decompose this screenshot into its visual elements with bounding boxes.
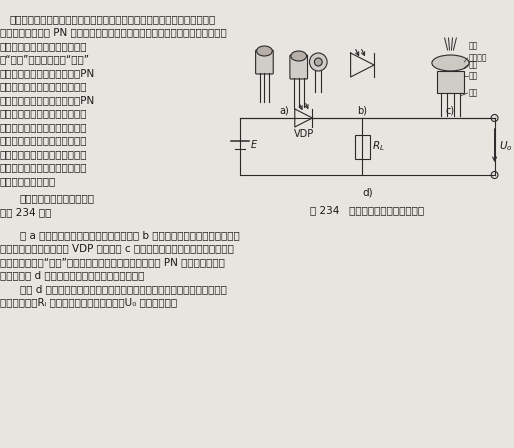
Text: 二极管管壳上有一个能射入光线: 二极管管壳上有一个能射入光线 — [0, 41, 87, 51]
Text: 机玻璃透镜（即“窗口”）聚焦，照射到管心上，引起管心 PN 结的阻値变化，: 机玻璃透镜（即“窗口”）聚焦，照射到管心上，引起管心 PN 结的阻値变化， — [0, 257, 225, 267]
Text: 压。在这里，Rₗ 为光敏二极管的负载电阀，U₀ 为输出电压。: 压。在这里，Rₗ 为光敏二极管的负载电阀，U₀ 为输出电压。 — [0, 297, 177, 307]
Text: $U_o$: $U_o$ — [500, 140, 513, 153]
Text: a): a) — [279, 105, 289, 115]
Text: VDP: VDP — [293, 129, 314, 139]
Text: b): b) — [357, 105, 368, 115]
Text: 其文字符号（即代号）用 VDP 表示；图 c 为光敏二极管结构剑面图，光线经有: 其文字符号（即代号）用 VDP 表示；图 c 为光敏二极管结构剑面图，光线经有 — [0, 244, 234, 254]
FancyBboxPatch shape — [290, 55, 307, 79]
Circle shape — [309, 53, 327, 71]
Circle shape — [491, 172, 498, 178]
Ellipse shape — [432, 55, 469, 71]
Bar — [355, 134, 370, 159]
Text: 透镜: 透镜 — [468, 60, 478, 69]
Text: 许多多的经典光敏二极管控制电: 许多多的经典光敏二极管控制电 — [0, 149, 87, 159]
Ellipse shape — [256, 46, 272, 56]
Text: 管芯: 管芯 — [468, 72, 478, 81]
Text: 而后接到图 d 所示电路上，即会引起光电流变化。: 而后接到图 d 所示电路上，即会引起光电流变化。 — [0, 271, 144, 280]
Text: 光敏二极管是常用的光敏元件之一。它与普通的半导体二极管相比，相似之: 光敏二极管是常用的光敏元件之一。它与普通的半导体二极管相比，相似之 — [10, 14, 216, 24]
Text: c): c) — [446, 105, 455, 115]
Text: 从图 d 所示典型应用电路中可以看出，光敏二极管工作时必须加上反向电: 从图 d 所示典型应用电路中可以看出，光敏二极管工作时必须加上反向电 — [20, 284, 227, 294]
Text: 流称为暗电流。我们就是利用光: 流称为暗电流。我们就是利用光 — [0, 122, 87, 132]
Ellipse shape — [291, 51, 306, 61]
Text: 管脚: 管脚 — [468, 89, 478, 98]
Text: 如图 234 所示: 如图 234 所示 — [0, 207, 51, 217]
Text: 敏二极管的这一特点，演变出许: 敏二极管的这一特点，演变出许 — [0, 135, 87, 146]
Text: 结反向漏电流很小，此时的漏电: 结反向漏电流很小，此时的漏电 — [0, 108, 87, 119]
Text: 照射到光敏二极管管心上时，PN: 照射到光敏二极管管心上时，PN — [0, 68, 95, 78]
Text: 光敏二极管的典型应用电路: 光敏二极管的典型应用电路 — [20, 194, 95, 203]
Text: 路，从本例开始的数例介绍光敏: 路，从本例开始的数例介绍光敏 — [0, 163, 87, 172]
Circle shape — [315, 58, 322, 66]
Text: 的“窗口”。当光线透过“窗口”: 的“窗口”。当光线透过“窗口” — [0, 55, 90, 65]
Text: 图 234   光敏二极管的典型应用电路: 图 234 光敏二极管的典型应用电路 — [310, 205, 425, 215]
Text: E: E — [251, 139, 257, 150]
FancyBboxPatch shape — [255, 50, 273, 74]
Bar — [437, 71, 464, 93]
Text: d): d) — [362, 187, 373, 197]
Text: 流称为光电流；而无光照时，PN: 流称为光电流；而无光照时，PN — [0, 95, 95, 105]
Text: $R_L$: $R_L$ — [372, 140, 385, 153]
Text: 有机玻璃: 有机玻璃 — [468, 53, 487, 63]
Text: 结反向漏电流增大，此时的漏电: 结反向漏电流增大，此时的漏电 — [0, 82, 87, 91]
Text: 图 a 为常见的几种光敏二极管的外形；图 b 为光敏二极管的电路图形符号，: 图 a 为常见的几种光敏二极管的外形；图 b 为光敏二极管的电路图形符号， — [20, 230, 240, 240]
Text: 光线: 光线 — [468, 42, 478, 51]
Circle shape — [491, 115, 498, 121]
Text: 二极管的应用电路。: 二极管的应用电路。 — [0, 176, 56, 186]
Text: 处是管心都是一个 PN 结，具有单向导电性能；不同之处是从外形上看时，光敏: 处是管心都是一个 PN 结，具有单向导电性能；不同之处是从外形上看时，光敏 — [0, 27, 227, 38]
